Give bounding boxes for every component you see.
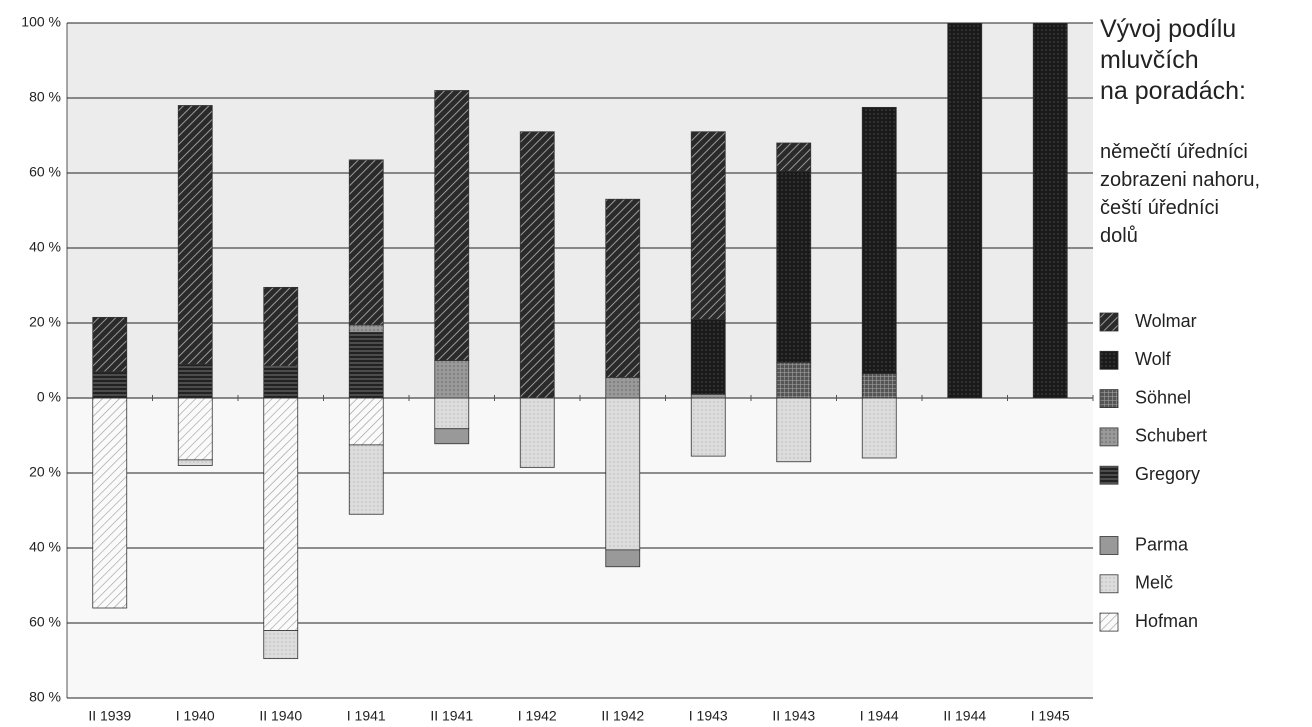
bar-segment: [92, 371, 128, 399]
bar-segment: [348, 444, 384, 515]
bar-segment: [177, 459, 213, 466]
y-tick-label: 80 %: [29, 89, 61, 105]
y-tick-label: 40 %: [29, 539, 61, 555]
bar-segment: [177, 105, 213, 365]
chart-subtitle: němečtí úředníci zobrazeni nahoru, čeští…: [1100, 141, 1261, 247]
x-tick-label: II 1944: [943, 708, 986, 724]
x-tick-label: I 1943: [689, 708, 728, 724]
legend-label: Söhnel: [1135, 387, 1191, 407]
x-tick-label: II 1939: [88, 708, 131, 724]
bar-segment: [605, 549, 641, 568]
x-tick-label: II 1941: [430, 708, 473, 724]
y-tick-label: 60 %: [29, 614, 61, 630]
y-tick-label: 60 %: [29, 164, 61, 180]
bar-segment: [92, 316, 128, 373]
bar-segment: [690, 318, 726, 395]
chart-title: Vývoj podílu mluvčích na poradách:: [1100, 15, 1246, 105]
bar-segment: [92, 397, 128, 609]
bar-segment: [519, 397, 555, 468]
bar-segment: [776, 397, 812, 463]
bar-segment: [348, 331, 384, 399]
bar-segment: [263, 365, 299, 399]
bar-segment: [348, 397, 384, 446]
legend-label: Melč: [1135, 573, 1173, 593]
x-tick-label: I 1942: [518, 708, 557, 724]
bar-segment: [605, 198, 641, 378]
legend-swatch: [1099, 536, 1119, 555]
y-tick-label: 100 %: [21, 14, 61, 30]
y-tick-label: 40 %: [29, 239, 61, 255]
y-tick-label: 80 %: [29, 689, 61, 705]
bar-segment: [947, 22, 983, 399]
bar-segment: [776, 170, 812, 363]
bar-segment: [861, 397, 897, 459]
legend-swatch: [1099, 612, 1119, 632]
y-tick-label: 0 %: [37, 389, 61, 405]
bar-segment: [776, 361, 812, 399]
bar-segment: [348, 159, 384, 326]
bar-segment: [177, 397, 213, 461]
bar-segment: [1032, 22, 1068, 399]
legend-swatch: [1099, 465, 1119, 485]
y-tick-label: 20 %: [29, 464, 61, 480]
bar-segment: [263, 397, 299, 631]
bar-segment: [263, 286, 299, 367]
legend-label: Schubert: [1135, 426, 1207, 446]
bar-segment: [861, 106, 897, 375]
legend-label: Hofman: [1135, 611, 1198, 631]
bar-segment: [605, 376, 641, 399]
legend-label: Wolf: [1135, 349, 1172, 369]
bar-segment: [519, 131, 555, 399]
bar-segment: [434, 90, 470, 361]
x-tick-label: I 1945: [1031, 708, 1070, 724]
upper-background: [67, 23, 1093, 399]
bar-segment: [861, 373, 897, 399]
legend-swatch: [1099, 427, 1119, 447]
bar-segment: [177, 363, 213, 399]
legend-label: Parma: [1135, 534, 1189, 554]
bar-segment: [434, 428, 470, 445]
bar-segment: [690, 393, 726, 399]
legend-swatch: [1099, 574, 1119, 594]
bar-segment: [434, 397, 470, 430]
bar-segment: [690, 397, 726, 457]
y-tick-label: 20 %: [29, 314, 61, 330]
bar-segment: [776, 142, 812, 172]
x-tick-label: II 1940: [259, 708, 302, 724]
bar-segment: [348, 324, 384, 333]
bar-segment: [690, 131, 726, 320]
x-tick-label: I 1940: [176, 708, 215, 724]
x-tick-label: I 1941: [347, 708, 386, 724]
bar-segment: [434, 360, 470, 399]
legend-label: Wolmar: [1135, 311, 1197, 331]
legend-swatch: [1099, 389, 1119, 409]
bar-segment: [263, 630, 299, 660]
x-tick-label: II 1943: [772, 708, 815, 724]
bar-segment: [605, 397, 641, 551]
legend-label: Gregory: [1135, 464, 1200, 484]
legend-swatch: [1099, 312, 1119, 332]
x-tick-label: I 1944: [860, 708, 899, 724]
x-tick-label: II 1942: [601, 708, 644, 724]
legend-swatch: [1099, 350, 1119, 370]
